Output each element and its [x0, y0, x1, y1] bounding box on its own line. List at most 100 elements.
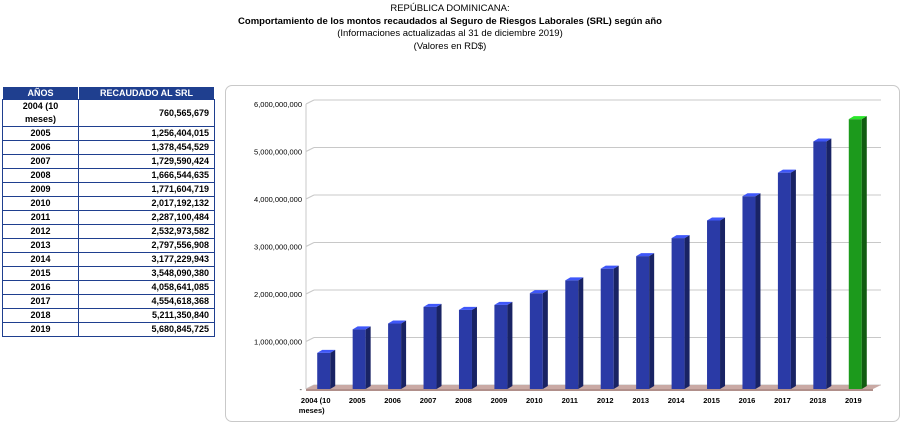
bar-side	[649, 253, 655, 389]
bar-top	[848, 116, 867, 120]
table-row: 2014 3,177,229,943	[2, 252, 215, 267]
bar-top	[600, 265, 619, 269]
table-cell-revenue: 2,532,973,582	[78, 224, 215, 239]
y-tick-label: 1,000,000,000	[254, 338, 302, 347]
x-tick-label: 2006	[384, 396, 401, 405]
gridline-depth	[305, 99, 315, 105]
bar-front	[352, 329, 366, 389]
x-tick-label: 2019	[845, 396, 862, 405]
bar-side	[507, 301, 513, 389]
bar-side	[613, 265, 619, 389]
table-row: 2015 3,548,090,380	[2, 266, 215, 281]
table-row: 2018 5,211,350,840	[2, 308, 215, 323]
table-cell-year: 2006	[2, 140, 79, 155]
bar-side	[720, 217, 726, 389]
gridline-depth	[305, 242, 315, 247]
table-cell-year: 2014	[2, 252, 79, 267]
table-cell-year: 2012	[2, 224, 79, 239]
x-tick-label: 2013	[632, 396, 649, 405]
chart-floor-edge	[306, 389, 873, 391]
bar-front	[423, 306, 437, 389]
table-row: 2013 2,797,556,908	[2, 238, 215, 253]
table-row: 2005 1,256,404,015	[2, 126, 215, 141]
bar-top	[317, 349, 336, 353]
column-header-revenue: RECAUDADO AL SRL	[78, 86, 215, 100]
bar-front	[600, 268, 614, 389]
bar-top	[813, 138, 832, 142]
bar-front	[458, 309, 472, 389]
bar-front	[565, 280, 579, 389]
table-cell-year: 2013	[2, 238, 79, 253]
table-cell-year: 2008	[2, 168, 79, 183]
table-cell-year: 2015	[2, 266, 79, 281]
table-cell-year: 2019	[2, 322, 79, 337]
bar-front	[636, 256, 650, 389]
x-tick-label: 2014	[668, 396, 686, 405]
table-row: 2011 2,287,100,484	[2, 210, 215, 225]
gridline-depth	[305, 337, 315, 342]
y-tick-label: 3,000,000,000	[254, 243, 302, 252]
y-tick-label: 2,000,000,000	[254, 290, 302, 299]
table-row: 2016 4,058,641,085	[2, 280, 215, 295]
bar-front	[813, 141, 827, 389]
table-cell-year: 2018	[2, 308, 79, 323]
table-row: 2006 1,378,454,529	[2, 140, 215, 155]
table-cell-revenue: 1,256,404,015	[78, 126, 215, 141]
bar-side	[365, 326, 371, 389]
table-cell-revenue: 4,554,618,368	[78, 294, 215, 309]
bar-top	[777, 169, 796, 173]
x-tick-label: 2009	[491, 396, 508, 405]
x-tick-label: 2012	[597, 396, 614, 405]
bar-top	[565, 277, 584, 281]
bar-top	[742, 193, 761, 197]
bar-side	[578, 277, 584, 389]
gridline-depth	[305, 147, 315, 152]
table-row: 2017 4,554,618,368	[2, 294, 215, 309]
table-row: 2019 5,680,845,725	[2, 322, 215, 337]
y-tick-label: 5,000,000,000	[254, 148, 302, 157]
table-cell-year: 2007	[2, 154, 79, 169]
table-body: 2004 (10 meses) 760,565,679 2005 1,256,404,…	[2, 99, 215, 337]
bar-chart: - 1,000,000,000 2,000,000,000 3,000,000,000…	[254, 99, 881, 415]
revenue-table: AÑOS RECAUDADO AL SRL 2004 (10 meses) 760…	[2, 86, 215, 337]
table-cell-revenue: 5,680,845,725	[78, 322, 215, 337]
chart-titles: REPÚBLICA DOMINICANA: Comportamiento de …	[0, 3, 900, 53]
table-cell-year: 2009	[2, 182, 79, 197]
bar-front	[494, 304, 508, 389]
table-cell-revenue: 2,797,556,908	[78, 238, 215, 253]
bar-side	[755, 193, 761, 389]
x-tick-label: 2015	[703, 396, 720, 405]
table-row: 2010 2,017,192,132	[2, 196, 215, 211]
bar-front	[529, 293, 543, 389]
table-cell-revenue: 1,771,604,719	[78, 182, 215, 197]
bar-side	[330, 349, 336, 389]
chart-container: - 1,000,000,000 2,000,000,000 3,000,000,000…	[225, 85, 900, 422]
table-cell-revenue: 1,666,544,635	[78, 168, 215, 183]
table-row: 2008 1,666,544,635	[2, 168, 215, 183]
bar-top	[458, 306, 477, 310]
table-cell-revenue: 1,378,454,529	[78, 140, 215, 155]
x-tick-label: 2017	[774, 396, 791, 405]
x-tick-label: 2018	[810, 396, 827, 405]
table-cell-revenue: 760,565,679	[78, 99, 215, 127]
table-row: 2007 1,729,590,424	[2, 154, 215, 169]
x-tick-label: 2005	[349, 396, 366, 405]
bar-top	[388, 320, 407, 324]
x-tick-label: 2016	[739, 396, 756, 405]
bar-highlight-front	[848, 119, 862, 390]
table-cell-revenue: 5,211,350,840	[78, 308, 215, 323]
chart-floor	[306, 385, 881, 389]
x-tick-label: 2007	[420, 396, 437, 405]
bar-front	[388, 323, 402, 389]
table-cell-year: 2017	[2, 294, 79, 309]
bar-side	[826, 138, 832, 389]
x-tick-label: 2004 (10	[301, 396, 331, 405]
y-tick-label: 4,000,000,000	[254, 195, 302, 204]
bar-top	[636, 253, 655, 257]
y-tick-label: -	[300, 385, 303, 394]
table-row: 2012 2,532,973,582	[2, 224, 215, 239]
table-cell-revenue: 3,177,229,943	[78, 252, 215, 267]
table-cell-year: 2011	[2, 210, 79, 225]
y-tick-label: 6,000,000,000	[254, 100, 302, 109]
gridline-depth	[305, 289, 315, 295]
